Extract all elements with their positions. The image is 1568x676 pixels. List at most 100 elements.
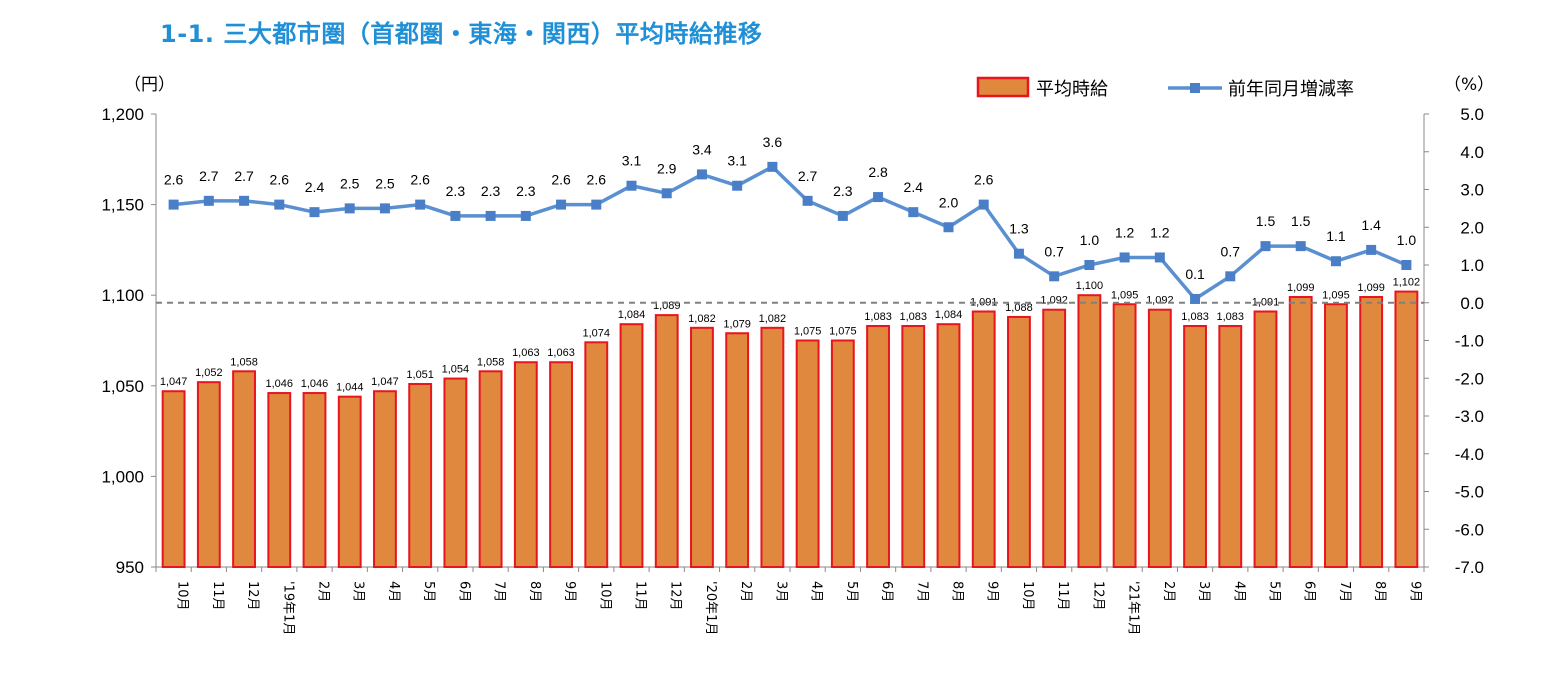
bar — [1253, 310, 1278, 568]
rate-point — [591, 199, 602, 210]
rate-value-label: 1.2 — [1115, 224, 1135, 240]
x-category-label: 4月 — [386, 581, 401, 602]
rate-point — [379, 203, 390, 214]
x-category-label: 10月 — [597, 581, 612, 611]
bar-value-label: 1,058 — [477, 356, 505, 368]
bar-value-label: 1,091 — [1252, 297, 1280, 309]
x-category-label: 3月 — [773, 581, 788, 602]
rate-point — [309, 207, 320, 218]
right-tick-label: 2.0 — [1460, 218, 1484, 237]
rate-point — [1013, 248, 1024, 259]
rate-value-label: 1.3 — [1009, 221, 1029, 237]
x-category-label: 11月 — [1055, 581, 1070, 611]
rate-value-label: 2.6 — [551, 172, 571, 188]
bar-value-label: 1,082 — [688, 313, 716, 325]
rate-value-label: 2.3 — [481, 183, 501, 199]
bar-value-label: 1,099 — [1287, 282, 1315, 294]
bar — [654, 314, 679, 568]
x-category-label: 4月 — [809, 581, 824, 602]
x-category-label: 3月 — [351, 581, 366, 602]
legend-line-label: 前年同月増減率 — [1228, 79, 1354, 100]
right-tick-label: -3.0 — [1455, 407, 1484, 426]
bar-value-label: 1,084 — [618, 309, 646, 321]
bar — [901, 325, 926, 568]
bar-value-label: 1,052 — [195, 367, 223, 379]
bar — [373, 390, 397, 568]
rate-point — [1084, 260, 1095, 270]
rate-point — [837, 210, 848, 221]
bar-value-label: 1,083 — [1217, 311, 1245, 323]
x-category-label: 7月 — [1337, 581, 1352, 602]
rate-value-label: 2.5 — [340, 175, 360, 191]
right-tick-label: 1.0 — [1460, 256, 1484, 275]
rate-value-label: 1.5 — [1291, 213, 1311, 229]
rate-point — [450, 210, 461, 221]
x-category-label: 5月 — [1267, 581, 1282, 602]
x-category-label: 10月 — [175, 581, 190, 611]
x-category-label: 9月 — [985, 581, 1000, 602]
rate-value-label: 0.7 — [1221, 243, 1241, 259]
bar-value-label: 1,095 — [1322, 289, 1350, 301]
right-tick-label: 5.0 — [1460, 105, 1484, 124]
bar-value-label: 1,051 — [406, 369, 434, 381]
bar-value-label: 1,084 — [935, 309, 963, 321]
bar — [1042, 308, 1067, 568]
rate-value-label: 2.6 — [270, 172, 290, 188]
right-tick-label: -1.0 — [1455, 332, 1484, 351]
bar-value-label: 1,079 — [723, 318, 751, 330]
x-category-label: 6月 — [456, 581, 471, 602]
x-category-label: 5月 — [844, 581, 859, 602]
x-category-label: 8月 — [950, 581, 965, 602]
bar-value-label: 1,099 — [1357, 282, 1385, 294]
bar-value-label: 1,100 — [1076, 280, 1104, 292]
rate-value-label: 1.4 — [1361, 217, 1381, 233]
rate-value-label: 2.4 — [305, 179, 325, 195]
rate-value-label: 2.3 — [833, 183, 853, 199]
rate-value-label: 3.4 — [692, 141, 712, 157]
bar-value-label: 1,046 — [266, 378, 294, 390]
rate-value-label: 3.1 — [727, 153, 747, 169]
rate-point — [626, 180, 637, 191]
x-category-label: '20年1月 — [703, 581, 718, 635]
bar — [760, 326, 785, 569]
bar-value-label: 1,075 — [794, 326, 822, 338]
rate-point — [274, 199, 285, 210]
x-category-label: '21年1月 — [1126, 581, 1141, 635]
rate-point — [1154, 252, 1165, 263]
rate-value-label: 2.6 — [164, 172, 184, 188]
bar-value-label: 1,058 — [230, 356, 258, 368]
bar-value-label: 1,102 — [1393, 277, 1421, 289]
bar — [1288, 296, 1313, 568]
rate-value-label: 0.7 — [1044, 243, 1064, 259]
right-tick-label: 3.0 — [1460, 181, 1484, 200]
rate-value-label: 1.5 — [1256, 213, 1276, 229]
bar — [1077, 294, 1102, 568]
x-category-label: 8月 — [527, 581, 542, 602]
right-tick-label: -6.0 — [1455, 520, 1484, 539]
bar — [196, 381, 221, 568]
x-category-label: 11月 — [633, 581, 648, 611]
legend-line-marker — [1190, 83, 1200, 93]
bar-value-label: 1,047 — [371, 376, 399, 388]
left-axis-unit: （円） — [124, 75, 175, 95]
bar — [936, 323, 961, 568]
x-category-label: 7月 — [492, 581, 507, 602]
rate-point — [1366, 244, 1377, 255]
bar — [478, 370, 503, 568]
rate-value-label: 2.7 — [798, 168, 818, 184]
rate-value-label: 1.0 — [1397, 232, 1417, 248]
bar-value-label: 1,054 — [442, 364, 470, 376]
rate-point — [520, 210, 531, 221]
rate-line — [173, 165, 1408, 301]
bar — [232, 370, 256, 568]
x-category-label: 2月 — [1161, 581, 1176, 602]
right-tick-label: -2.0 — [1455, 369, 1484, 388]
right-tick-label: -7.0 — [1455, 558, 1484, 577]
right-tick-label: -5.0 — [1455, 483, 1484, 502]
rate-point — [696, 169, 707, 180]
rate-value-label: 0.1 — [1185, 266, 1205, 282]
x-category-label: 6月 — [879, 581, 894, 602]
legend-bar-swatch — [976, 76, 1030, 98]
bar — [1324, 303, 1348, 568]
rate-value-label: 2.3 — [516, 183, 536, 199]
